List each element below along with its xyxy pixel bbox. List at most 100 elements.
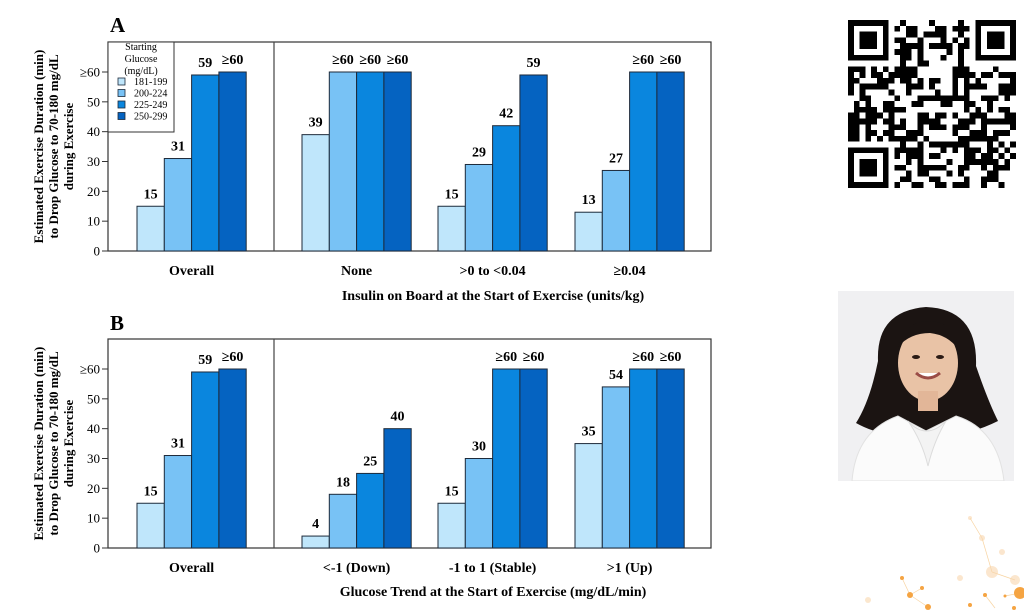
- qr-module: [859, 106, 866, 113]
- y-tick-label: 50: [87, 391, 100, 406]
- qr-module: [963, 124, 970, 131]
- qr-module: [998, 83, 1005, 90]
- qr-module: [917, 182, 924, 188]
- qr-module: [952, 89, 959, 96]
- qr-module: [853, 112, 860, 119]
- qr-module: [888, 135, 895, 142]
- qr-module: [963, 43, 970, 49]
- qr-module: [888, 106, 895, 113]
- qr-module: [952, 72, 959, 78]
- qr-module: [952, 37, 959, 44]
- bar: [437, 502, 466, 549]
- qr-module: [900, 176, 906, 183]
- qr-module: [900, 135, 906, 142]
- qr-module: [963, 106, 970, 113]
- bar-value-label: 15: [144, 187, 158, 202]
- bar: [629, 71, 658, 252]
- bar: [328, 71, 358, 252]
- qr-module: [905, 43, 912, 49]
- bar: [218, 71, 247, 252]
- qr-module: [882, 101, 889, 107]
- qr-module: [963, 101, 970, 107]
- qr-finder: [882, 20, 889, 61]
- qr-module: [987, 118, 993, 125]
- x-category-label: <-1 (Down): [323, 561, 391, 576]
- qr-module: [929, 83, 935, 90]
- qr-module: [1010, 153, 1016, 160]
- qr-module: [911, 153, 918, 160]
- qr-module: [981, 118, 988, 125]
- qr-module: [992, 170, 999, 177]
- qr-finder: [1010, 20, 1016, 61]
- bar: [574, 443, 603, 549]
- qr-module: [911, 135, 918, 142]
- qr-module: [998, 89, 1005, 96]
- qr-module: [905, 48, 912, 55]
- qr-module: [992, 164, 999, 171]
- qr-module: [871, 66, 877, 73]
- qr-module: [923, 60, 930, 67]
- qr-module: [929, 43, 935, 49]
- qr-module: [917, 54, 924, 61]
- qr-module: [848, 118, 854, 125]
- qr-module: [923, 112, 930, 119]
- qr-module: [963, 89, 970, 96]
- qr-module: [905, 176, 912, 183]
- qr-module: [865, 106, 872, 113]
- qr-module: [952, 141, 959, 148]
- bar: [464, 458, 494, 549]
- qr-module: [859, 72, 866, 78]
- qr-module: [853, 106, 860, 113]
- qr-module: [917, 60, 924, 67]
- bar-value-label: ≥60: [387, 53, 409, 68]
- qr-module: [952, 66, 959, 73]
- portrait-image: [838, 291, 1014, 481]
- qr-module: [929, 118, 935, 125]
- qr-module: [1004, 130, 1011, 136]
- y-tick-label: 0: [94, 541, 101, 556]
- qr-code-icon[interactable]: [848, 20, 1016, 188]
- qr-module: [853, 66, 860, 73]
- bar: [601, 169, 631, 252]
- bar: [356, 472, 385, 549]
- bar-value-label: 15: [445, 187, 459, 202]
- legend-swatch: [117, 100, 126, 109]
- qr-module: [963, 83, 970, 90]
- qr-module: [998, 130, 1005, 136]
- qr-module: [981, 124, 988, 131]
- qr-module: [946, 43, 953, 49]
- qr-module: [876, 77, 883, 84]
- qr-module: [929, 141, 935, 148]
- qr-finder: [848, 147, 889, 154]
- qr-module: [975, 106, 982, 113]
- bar-value-label: 40: [391, 410, 405, 425]
- bar-value-label: 54: [609, 368, 623, 383]
- qr-module: [848, 89, 854, 96]
- bar-value-label: ≥60: [660, 350, 682, 365]
- qr-module: [1004, 106, 1011, 113]
- qr-module: [876, 83, 883, 90]
- qr-module: [940, 43, 947, 49]
- y-axis-label-line: to Drop Glucose to 70-180 mg/dL: [46, 54, 61, 239]
- qr-module: [894, 66, 901, 73]
- qr-module: [917, 112, 924, 119]
- qr-module: [952, 77, 959, 84]
- qr-module: [917, 118, 924, 125]
- qr-module: [958, 48, 964, 55]
- qr-module: [929, 124, 935, 131]
- bar-value-label: ≥60: [660, 53, 682, 68]
- qr-module: [981, 153, 988, 160]
- qr-module: [905, 130, 912, 136]
- qr-module: [958, 164, 964, 171]
- qr-module: [940, 25, 947, 32]
- qr-module: [992, 135, 999, 142]
- qr-align: [963, 135, 970, 165]
- qr-module: [923, 31, 930, 38]
- qr-module: [917, 153, 924, 160]
- qr-module: [900, 164, 906, 171]
- bar-value-label: 39: [309, 116, 323, 131]
- qr-module: [981, 83, 988, 90]
- qr-module: [894, 135, 901, 142]
- qr-module: [952, 83, 959, 90]
